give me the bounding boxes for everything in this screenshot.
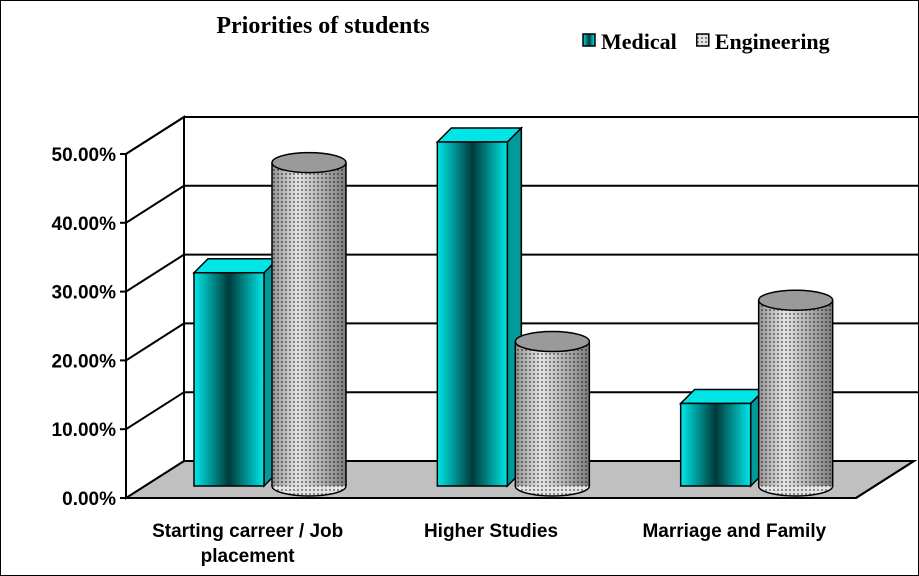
chart-title: Priorities of students: [216, 13, 429, 39]
bar: [679, 402, 752, 487]
x-tick-label: Starting carreer / Job placement: [152, 521, 344, 567]
grid-line: [125, 253, 918, 293]
legend-swatch: [696, 33, 710, 47]
grid-line: [125, 322, 918, 362]
side-wall: [125, 115, 185, 500]
y-tick-label: 30.00%: [52, 283, 117, 304]
legend-label: Engineering: [715, 29, 830, 54]
grid-line: [125, 184, 918, 224]
legend-swatch: [582, 33, 596, 47]
cylinder-shade: [515, 341, 590, 486]
bar-top: [435, 127, 524, 143]
bar: [436, 141, 509, 487]
y-tick-label: 20.00%: [52, 351, 117, 372]
grid-line: [125, 116, 918, 155]
cylinder-top: [514, 330, 591, 353]
x-tick-label: Higher Studies: [423, 521, 559, 542]
cylinder-top: [757, 289, 834, 311]
bar-top: [678, 388, 767, 405]
y-tick-label: 50.00%: [52, 145, 117, 166]
y-tick-label: 10.00%: [52, 420, 117, 441]
bar: [193, 271, 265, 487]
y-tick-label: 0.00%: [62, 489, 116, 510]
floor-edge: [855, 460, 915, 499]
bar-top: [192, 257, 280, 274]
cylinder-top: [271, 151, 347, 174]
cylinder-shade: [272, 162, 346, 486]
x-tick-label: Marriage and Family: [642, 521, 827, 542]
legend-label: Medical: [601, 29, 677, 54]
grid-line: [125, 391, 918, 431]
y-tick-label: 40.00%: [52, 214, 117, 235]
cylinder-shade: [758, 300, 833, 486]
